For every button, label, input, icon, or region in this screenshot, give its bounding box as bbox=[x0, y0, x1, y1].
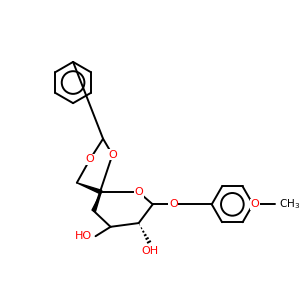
Text: HO: HO bbox=[75, 231, 92, 241]
Text: O: O bbox=[134, 187, 143, 197]
Text: O: O bbox=[108, 150, 117, 160]
Text: OH: OH bbox=[141, 246, 158, 256]
Text: O: O bbox=[250, 199, 259, 209]
Polygon shape bbox=[92, 192, 101, 212]
Polygon shape bbox=[77, 183, 102, 194]
Text: O: O bbox=[169, 199, 178, 209]
Text: O: O bbox=[85, 154, 94, 164]
Text: CH$_3$: CH$_3$ bbox=[279, 197, 300, 211]
